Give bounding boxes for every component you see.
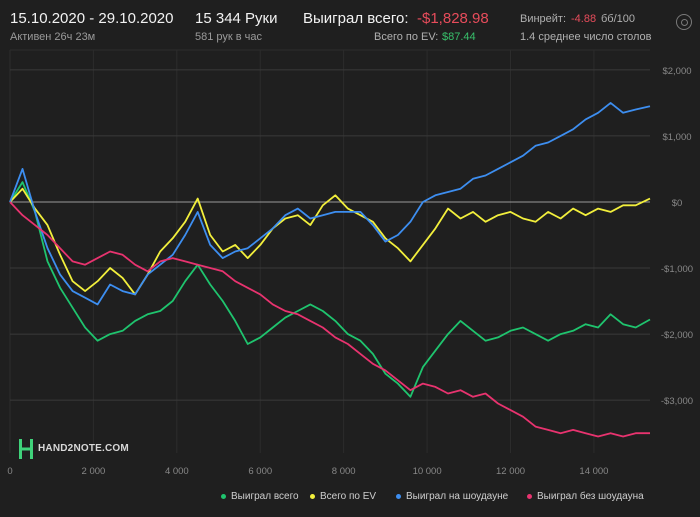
x-axis-ticks: 0 2 000 4 000 6 000 8 000 10 000 12 000 14 000 bbox=[7, 466, 608, 477]
logo-icon bbox=[19, 439, 33, 459]
x-tick-label: 12 000 bbox=[496, 466, 525, 477]
legend-dot-icon bbox=[221, 493, 226, 499]
winrate-label: Винрейт: bbox=[520, 13, 567, 25]
y-tick-label: -$1,000 bbox=[661, 264, 693, 275]
series-line-1 bbox=[9, 187, 651, 296]
x-tick-label: 14 000 bbox=[579, 466, 608, 477]
active-time: Активен 26ч 23м bbox=[10, 31, 96, 43]
y-tick-label: -$2,000 bbox=[661, 330, 693, 341]
gear-icon[interactable] bbox=[676, 14, 692, 30]
winrate-unit: бб/100 bbox=[601, 13, 636, 25]
y-tick-label: $2,000 bbox=[662, 66, 691, 77]
x-tick-label: 2 000 bbox=[82, 466, 106, 477]
y-axis-ticks: $2,000 $1,000 $0 -$1,000 -$2,000 -$3,000 bbox=[661, 66, 693, 407]
winrate-value: -4.88 bbox=[571, 13, 597, 25]
x-tick-label: 8 000 bbox=[332, 466, 356, 477]
y-tick-label: -$3,000 bbox=[661, 396, 693, 407]
legend-dot-icon bbox=[310, 493, 315, 499]
series-line-0 bbox=[9, 181, 651, 398]
date-range: 15.10.2020 - 29.10.2020 bbox=[10, 10, 174, 27]
x-tick-label: 4 000 bbox=[165, 466, 189, 477]
chart-legend: Выиграл всего Всего по EV Выиграл на шоу… bbox=[0, 491, 700, 505]
ev-value: $87.44 bbox=[442, 31, 476, 43]
tables-count: 1.4 среднее число столов bbox=[520, 31, 652, 43]
legend-item-won-total[interactable]: Выиграл всего bbox=[221, 491, 299, 502]
x-tick-label: 6 000 bbox=[248, 466, 272, 477]
legend-item-non-showdown[interactable]: Выиграл без шоудауна bbox=[527, 491, 644, 502]
series-line-2 bbox=[9, 102, 651, 306]
won-total-label: Выиграл всего: bbox=[303, 10, 409, 27]
stats-header: 15.10.2020 - 29.10.2020 Активен 26ч 23м … bbox=[0, 0, 700, 48]
y-tick-label: $1,000 bbox=[662, 132, 691, 143]
x-tick-label: 10 000 bbox=[413, 466, 442, 477]
legend-dot-icon bbox=[527, 493, 532, 499]
series-line-3 bbox=[9, 201, 650, 438]
y-tick-label: $0 bbox=[672, 198, 683, 209]
series-lines bbox=[9, 102, 651, 438]
hands-count: 15 344 Руки bbox=[195, 10, 278, 27]
chart-grid bbox=[9, 49, 650, 453]
x-tick-label: 0 bbox=[7, 466, 12, 477]
legend-item-showdown[interactable]: Выиграл на шоудауне bbox=[396, 491, 508, 502]
legend-dot-icon bbox=[396, 493, 401, 499]
ev-label: Всего по EV: bbox=[374, 31, 439, 43]
hands-per-hour: 581 рук в час bbox=[195, 31, 263, 43]
legend-item-ev[interactable]: Всего по EV bbox=[310, 491, 376, 502]
logo-text: HAND2NOTE.COM bbox=[38, 443, 129, 454]
won-total-value: -$1,828.98 bbox=[417, 10, 489, 27]
